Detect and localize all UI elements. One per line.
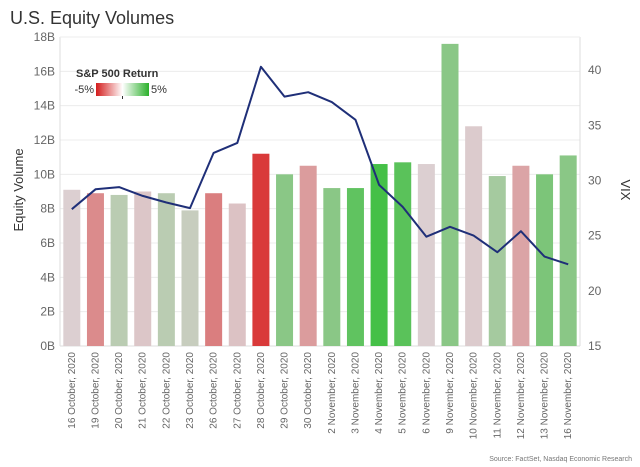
x-tick-label: 28 October, 2020	[256, 352, 267, 429]
y-tick-label: 6B	[40, 236, 55, 250]
y-tick-label: 0B	[40, 339, 55, 353]
y2-tick-label: 25	[588, 229, 602, 243]
legend-max-label: 5%	[151, 84, 167, 96]
vix-line	[71, 65, 569, 266]
x-tick-label: 30 October, 2020	[303, 352, 314, 429]
x-axis: 16 October, 2020 19 October, 2020 20 Octob…	[67, 352, 574, 440]
bar	[181, 210, 199, 346]
y-axis-right: 15 20 25 30 35 40	[588, 63, 602, 353]
y2-tick-label: 20	[588, 284, 602, 298]
x-tick-label: 13 November, 2020	[540, 352, 551, 440]
x-tick-label: 10 November, 2020	[469, 352, 480, 440]
bar	[370, 164, 388, 346]
y-tick-label: 18B	[34, 30, 55, 44]
y2-axis-label: VIX	[618, 180, 633, 201]
chart-title: U.S. Equity Volumes	[10, 8, 175, 28]
x-tick-label: 16 October, 2020	[67, 352, 78, 429]
y-axis-label: Equity Volume	[11, 148, 26, 231]
x-tick-label: 29 October, 2020	[280, 352, 291, 429]
x-tick-label: 20 October, 2020	[114, 352, 125, 429]
bar	[276, 174, 294, 346]
y-tick-label: 14B	[34, 99, 55, 113]
x-tick-label: 19 October, 2020	[90, 352, 101, 429]
x-tick-label: 11 November, 2020	[492, 352, 503, 439]
x-tick-label: 5 November, 2020	[398, 352, 409, 434]
y-tick-label: 4B	[40, 270, 55, 284]
y-tick-label: 8B	[40, 202, 55, 216]
legend-gradient	[96, 83, 149, 96]
x-tick-label: 6 November, 2020	[421, 352, 432, 434]
x-tick-label: 22 October, 2020	[161, 352, 172, 429]
x-tick-label: 2 November, 2020	[327, 352, 338, 434]
bar	[536, 174, 554, 346]
y-tick-label: 16B	[34, 64, 55, 78]
y2-tick-label: 40	[588, 63, 602, 77]
x-tick-label: 21 October, 2020	[138, 352, 149, 429]
bar	[110, 194, 128, 346]
bar	[157, 193, 175, 346]
bar	[441, 43, 459, 346]
x-tick-label: 16 November, 2020	[563, 352, 574, 440]
x-tick-label: 26 October, 2020	[209, 352, 220, 429]
x-tick-label: 12 November, 2020	[516, 352, 527, 440]
y-tick-label: 2B	[40, 305, 55, 319]
vix-series-line	[71, 65, 569, 266]
bar	[86, 193, 104, 346]
y2-tick-label: 15	[588, 339, 602, 353]
bar	[252, 153, 270, 346]
x-tick-label: 3 November, 2020	[350, 352, 361, 434]
legend-min-label: -5%	[74, 84, 94, 96]
bar	[63, 189, 81, 346]
bars	[63, 43, 577, 347]
y2-tick-label: 35	[588, 118, 602, 132]
x-tick-label: 9 November, 2020	[445, 352, 456, 434]
x-tick-label: 4 November, 2020	[374, 352, 385, 434]
bar	[299, 165, 317, 346]
y-axis-left: 0B 2B 4B 6B 8B 10B 12B 14B 16B 18B	[34, 30, 55, 353]
source-note: Source: FactSet, Nasdaq Economic Researc…	[489, 456, 632, 463]
bar	[228, 203, 246, 346]
legend: S&P 500 Return -5% 5%	[74, 68, 167, 99]
legend-title: S&P 500 Return	[76, 68, 159, 80]
y2-tick-label: 30	[588, 173, 602, 187]
x-tick-label: 27 October, 2020	[232, 352, 243, 429]
bar	[205, 193, 223, 346]
bar	[323, 188, 341, 346]
bar	[346, 188, 364, 346]
bar	[559, 155, 577, 346]
y-tick-label: 10B	[34, 167, 55, 181]
bar	[394, 162, 412, 346]
x-tick-label: 23 October, 2020	[185, 352, 196, 429]
bar	[488, 176, 506, 346]
bar	[417, 164, 435, 346]
bar	[512, 165, 530, 346]
bar	[134, 191, 152, 346]
y-tick-label: 12B	[34, 133, 55, 147]
